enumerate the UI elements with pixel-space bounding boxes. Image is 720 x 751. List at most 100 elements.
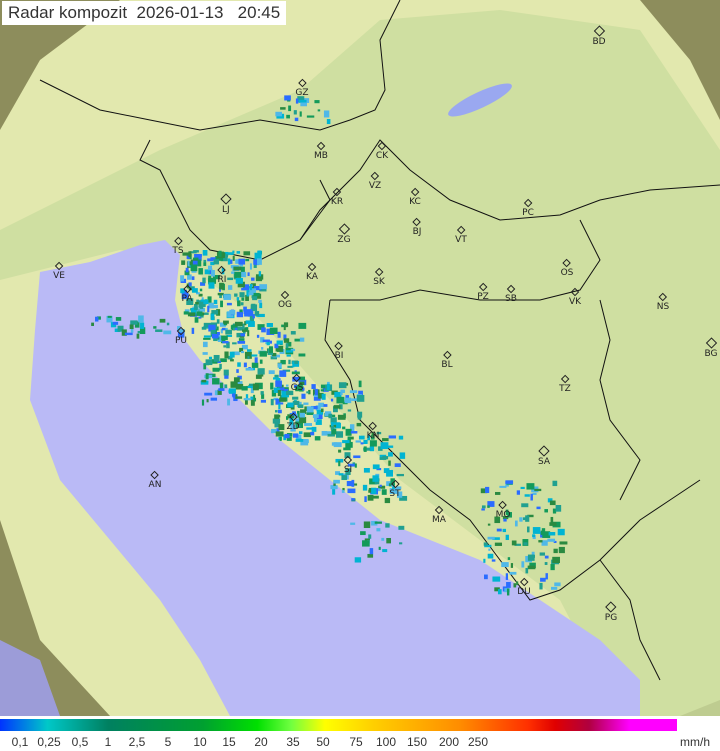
echo-pixel [202,341,208,348]
echo-pixel [203,337,211,340]
echo-pixel [241,297,245,301]
echo-pixel [284,433,290,439]
echo-pixel [481,508,485,511]
echo-pixel [297,96,305,102]
echo-pixel [252,292,260,297]
echo-pixel [483,542,488,546]
echo-pixel [347,463,356,467]
echo-pixel [257,250,262,256]
echo-pixel [241,350,245,354]
echo-pixel [219,294,222,299]
city-name: MA [432,515,446,525]
echo-pixel [280,107,286,110]
echo-pixel [266,322,273,327]
echo-pixel [260,337,265,343]
lake-balaton [448,83,512,117]
echo-pixel [544,555,549,559]
city-label: GZ [295,78,309,98]
echo-pixel [304,423,313,426]
echo-pixel [166,322,170,326]
legend-tick: 150 [406,735,428,749]
echo-pixel [231,271,236,274]
echo-pixel [398,435,404,440]
city-name: BD [592,37,606,47]
echo-pixel [139,327,146,335]
echo-pixel [554,582,561,587]
city-marker-icon [442,350,452,360]
city-name: KC [409,197,421,207]
echo-pixel [188,282,192,287]
echo-pixel [214,390,218,396]
echo-pixel [298,431,303,435]
echo-pixel [360,442,364,445]
echo-pixel [308,389,311,395]
echo-pixel [521,503,529,508]
map-title: Radar kompozit 2026-01-13 20:45 [2,1,287,25]
echo-pixel [201,399,205,406]
echo-pixel [549,500,556,506]
echo-pixel [217,292,224,296]
echo-pixel [219,382,224,390]
echo-pixel [353,455,361,459]
city-label: KN [367,421,379,441]
echo-pixel [502,516,509,520]
echo-pixel [269,346,273,353]
echo-pixel [333,479,340,484]
echo-pixel [387,445,394,448]
echo-pixel [251,277,255,281]
echo-pixel [507,557,511,560]
city-name: BL [441,360,453,370]
echo-pixel [245,320,251,324]
echo-pixel [371,520,378,526]
echo-pixel [494,587,500,592]
echo-pixel [203,322,212,328]
echo-pixel [252,366,256,371]
echo-pixel [295,98,299,104]
echo-pixel [332,422,340,425]
echo-pixel [204,392,213,396]
legend-tick: 10 [193,735,207,749]
echo-pixel [218,250,222,257]
echo-pixel [547,498,553,503]
radar-echoes [91,95,568,596]
echo-pixel [155,329,163,332]
echo-pixel [380,442,389,450]
echo-pixel [338,449,342,453]
echo-pixel [235,396,243,399]
city-label: LJ [220,193,232,215]
echo-pixel [334,422,341,429]
echo-pixel [527,514,534,518]
echo-pixel [312,414,319,419]
echo-pixel [287,341,292,347]
echo-pixel [525,567,529,574]
echo-pixel [369,445,375,452]
echo-pixel [234,351,240,356]
echo-pixel [318,392,324,399]
city-marker-icon [456,225,466,235]
echo-pixel [278,403,281,410]
echo-pixel [285,384,289,387]
echo-pixel [330,398,334,402]
echo-pixel [390,478,395,486]
echo-pixel [243,308,246,315]
echo-pixel [321,430,328,436]
echo-pixel [224,251,229,256]
echo-pixel [270,382,274,390]
echo-pixel [191,276,195,280]
echo-pixel [379,484,382,487]
title-label: Radar kompozit [8,3,128,22]
echo-pixel [253,397,257,402]
city-marker-icon [523,198,533,208]
echo-pixel [532,534,535,538]
city-marker-icon [280,290,290,300]
city-label: ST [389,479,401,499]
echo-pixel [275,431,284,437]
city-name: PA [181,294,193,304]
echo-pixel [186,283,189,289]
echo-pixel [250,283,256,289]
echo-pixel [525,515,530,522]
echo-pixel [210,261,215,266]
echo-pixel [208,277,217,284]
echo-pixel [248,383,254,388]
city-label: BG [705,337,718,359]
